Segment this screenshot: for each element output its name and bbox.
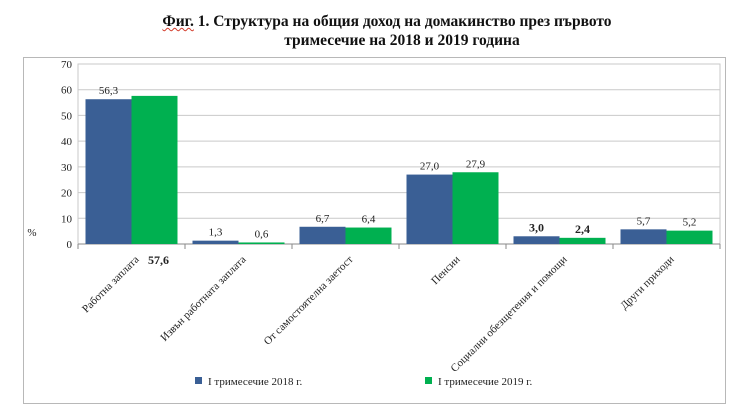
y-axis-label: % xyxy=(27,227,36,239)
data-label: 0,6 xyxy=(255,228,269,240)
legend-swatch-2019 xyxy=(425,377,432,384)
data-label: 6,4 xyxy=(362,214,376,226)
bar-2019 xyxy=(345,227,392,244)
bar-2018 xyxy=(513,236,560,244)
chart-title: Фиг. 1. Структура на общия доход на дома… xyxy=(0,12,740,50)
data-label: 27,0 xyxy=(420,161,440,173)
x-tick-label: Работна заплата xyxy=(80,254,142,316)
title-fig-label: Фиг. xyxy=(162,13,194,30)
bar-2018 xyxy=(192,240,239,244)
bar-2019 xyxy=(559,237,606,244)
data-label: 27,9 xyxy=(466,158,486,170)
y-tick-label: 70 xyxy=(61,59,73,71)
data-label: 5,2 xyxy=(683,217,697,229)
legend-label-2019: I тримесечие 2019 г. xyxy=(438,376,533,388)
bar-2018 xyxy=(406,174,453,244)
data-label: 6,7 xyxy=(316,213,330,225)
data-label: 56,3 xyxy=(99,85,119,97)
data-label: 3,0 xyxy=(529,220,544,234)
chart-border xyxy=(23,57,726,404)
bar-2018 xyxy=(299,226,346,244)
y-tick-label: 60 xyxy=(61,85,73,97)
bar-2019 xyxy=(238,242,285,244)
bar-2018 xyxy=(85,99,132,244)
bar-2019 xyxy=(666,230,713,244)
data-label: 1,3 xyxy=(209,227,223,239)
data-label: 57,6 xyxy=(148,253,169,267)
legend-label-2018: I тримесечие 2018 г. xyxy=(208,376,303,388)
x-tick-label: Извън работната заплата xyxy=(158,254,248,344)
y-tick-label: 10 xyxy=(61,213,73,225)
x-tick-label: Пенсии xyxy=(429,254,463,288)
y-tick-label: 40 xyxy=(61,136,73,148)
y-tick-label: 0 xyxy=(67,239,73,251)
x-tick-label: Други приходи xyxy=(618,254,676,312)
data-label: 5,7 xyxy=(637,215,651,227)
legend-swatch-2018 xyxy=(195,377,202,384)
y-tick-label: 20 xyxy=(61,188,73,200)
bar-2019 xyxy=(452,172,499,244)
title-line-2: тримесечие на 2018 и 2019 година xyxy=(284,32,520,49)
x-tick-label: От самостоятелна заетост xyxy=(262,254,356,348)
y-tick-label: 30 xyxy=(61,162,73,174)
y-tick-label: 50 xyxy=(61,110,73,122)
x-tick-label: Социални обезщетения и помощи xyxy=(449,254,570,375)
bar-2018 xyxy=(620,229,667,244)
bar-2019 xyxy=(131,95,178,244)
data-label: 2,4 xyxy=(575,222,590,236)
title-line-1: 1. Структура на общия доход на домакинст… xyxy=(193,13,612,30)
